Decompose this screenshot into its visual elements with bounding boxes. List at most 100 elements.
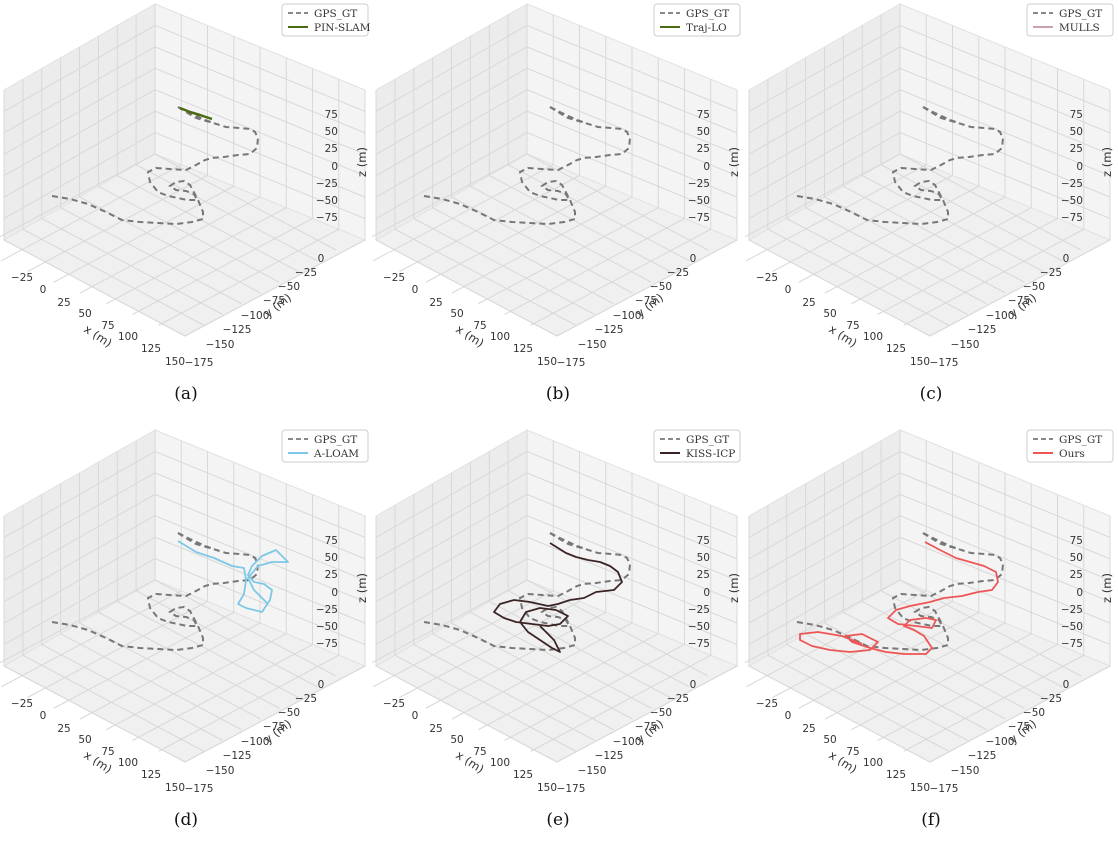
series-line-gps-gt — [796, 106, 1005, 226]
y-tick-label: −175 — [557, 357, 586, 369]
chart-svg: −2502550751001251500−25−50−75−100−125−15… — [0, 429, 369, 795]
grid-line — [748, 239, 931, 337]
series-line-gps-gt-segment — [549, 532, 587, 550]
grid-line — [154, 110, 366, 198]
z-tick-label: 0 — [703, 161, 710, 173]
grid-line — [154, 153, 337, 251]
x-tick-label: 0 — [412, 284, 419, 296]
series-line-gps-gt-segment — [922, 532, 960, 550]
x-tick-label: 150 — [537, 782, 557, 794]
grid-line — [98, 611, 280, 709]
y-tick-label: −75 — [263, 295, 285, 307]
grid-lines — [0, 430, 366, 763]
grid-line — [746, 164, 927, 262]
y-tick-label: −150 — [206, 339, 235, 351]
z-tick-label: −50 — [316, 621, 338, 633]
series-line-estimate — [177, 540, 289, 613]
grid-line — [526, 450, 738, 538]
x-tick-label: 150 — [537, 356, 557, 368]
grid-line — [748, 493, 901, 581]
x-tick-label: 75 — [101, 746, 114, 758]
grid-line — [3, 493, 156, 581]
x-tick-label: 50 — [450, 308, 463, 320]
grid-line — [375, 665, 558, 763]
y-tick-label: 0 — [690, 679, 697, 691]
chart-panel: −25 0 25 50 75 100 125 150 0 −25 −50 −75 −100 −125 −15… — [0, 0, 372, 425]
grid-line — [526, 493, 738, 581]
z-tick-label: −75 — [316, 212, 338, 224]
grid-line — [41, 644, 223, 741]
y-tick-label: −25 — [295, 693, 317, 705]
x-tick-label: 25 — [802, 297, 815, 309]
x-tick-label: 25 — [429, 297, 442, 309]
x-tick-label: 75 — [473, 320, 486, 332]
z-tick-label: −25 — [316, 604, 338, 616]
z-tick-label: −50 — [1061, 195, 1083, 207]
x-tick-label: 125 — [141, 769, 161, 781]
z-tick-label: 0 — [1076, 587, 1083, 599]
grid-line — [899, 67, 1111, 155]
grid-line — [106, 207, 287, 305]
grid-line — [375, 24, 528, 112]
y-tick-label: −100 — [986, 736, 1015, 748]
grid-line — [899, 450, 1111, 538]
grid-line — [79, 196, 261, 294]
grid-line — [748, 67, 901, 155]
x-tick-label: 100 — [118, 331, 138, 343]
grid-line — [748, 46, 901, 134]
y-tick-label: −150 — [951, 339, 980, 351]
chart-panel: −25 0 25 50 75 100 125 150 0 −25 −50 −75 −100 −125 −15… — [372, 0, 744, 425]
x-tick-label: 50 — [78, 734, 91, 746]
x-tick-label: −25 — [11, 698, 33, 710]
series-line-gps-gt-segment — [177, 532, 215, 550]
grid-line — [394, 228, 577, 326]
y-tick-label: −100 — [986, 310, 1015, 322]
grid-line — [556, 239, 738, 337]
grid-line — [451, 196, 633, 294]
y-tick-label: −50 — [278, 281, 300, 293]
panel-caption: (c) — [919, 384, 943, 404]
grid-line — [154, 558, 366, 646]
grid-line — [3, 46, 156, 134]
grid-line — [880, 590, 1063, 688]
grid-line — [899, 153, 1082, 251]
grid-line — [154, 24, 366, 112]
x-tick-label: 100 — [118, 757, 138, 769]
x-tick-label: 25 — [57, 723, 70, 735]
grid-line — [526, 579, 709, 677]
grid-line — [767, 654, 950, 752]
x-tick-label: 25 — [429, 723, 442, 735]
y-tick-label: −100 — [613, 736, 642, 748]
grid-line — [880, 164, 1063, 262]
grid-line — [375, 536, 528, 624]
y-tick-label: −150 — [578, 765, 607, 777]
grid-line — [748, 472, 901, 560]
grid-line — [135, 164, 318, 262]
x-tick-label: 50 — [78, 308, 91, 320]
y-tick-label: −175 — [930, 783, 959, 795]
z-tick-label: 50 — [697, 552, 710, 564]
grid-line — [862, 601, 1044, 698]
y-tick-label: −50 — [278, 707, 300, 719]
x-tick-label: 0 — [785, 710, 792, 722]
grid-line — [372, 153, 528, 238]
grid-line — [22, 654, 205, 752]
z-axis-label: z (m) — [1100, 573, 1114, 603]
z-tick-label: −75 — [688, 212, 710, 224]
z-tick-label: −25 — [1061, 178, 1083, 190]
x-tick-label: 100 — [490, 331, 510, 343]
grid-line — [132, 218, 313, 315]
z-tick-label: 0 — [1076, 161, 1083, 173]
grid-line — [3, 89, 156, 177]
x-tick-label: 150 — [165, 356, 185, 368]
grid-line — [478, 207, 659, 305]
series-line-gps-gt — [51, 532, 260, 652]
grid-line — [929, 239, 1111, 337]
grid-line — [154, 472, 366, 560]
z-axis-label: z (m) — [727, 147, 741, 177]
grid-line — [158, 654, 339, 752]
grid-line — [877, 218, 1058, 315]
grid-lines — [372, 4, 738, 337]
grid-line — [489, 601, 671, 698]
grid-line — [117, 601, 299, 698]
